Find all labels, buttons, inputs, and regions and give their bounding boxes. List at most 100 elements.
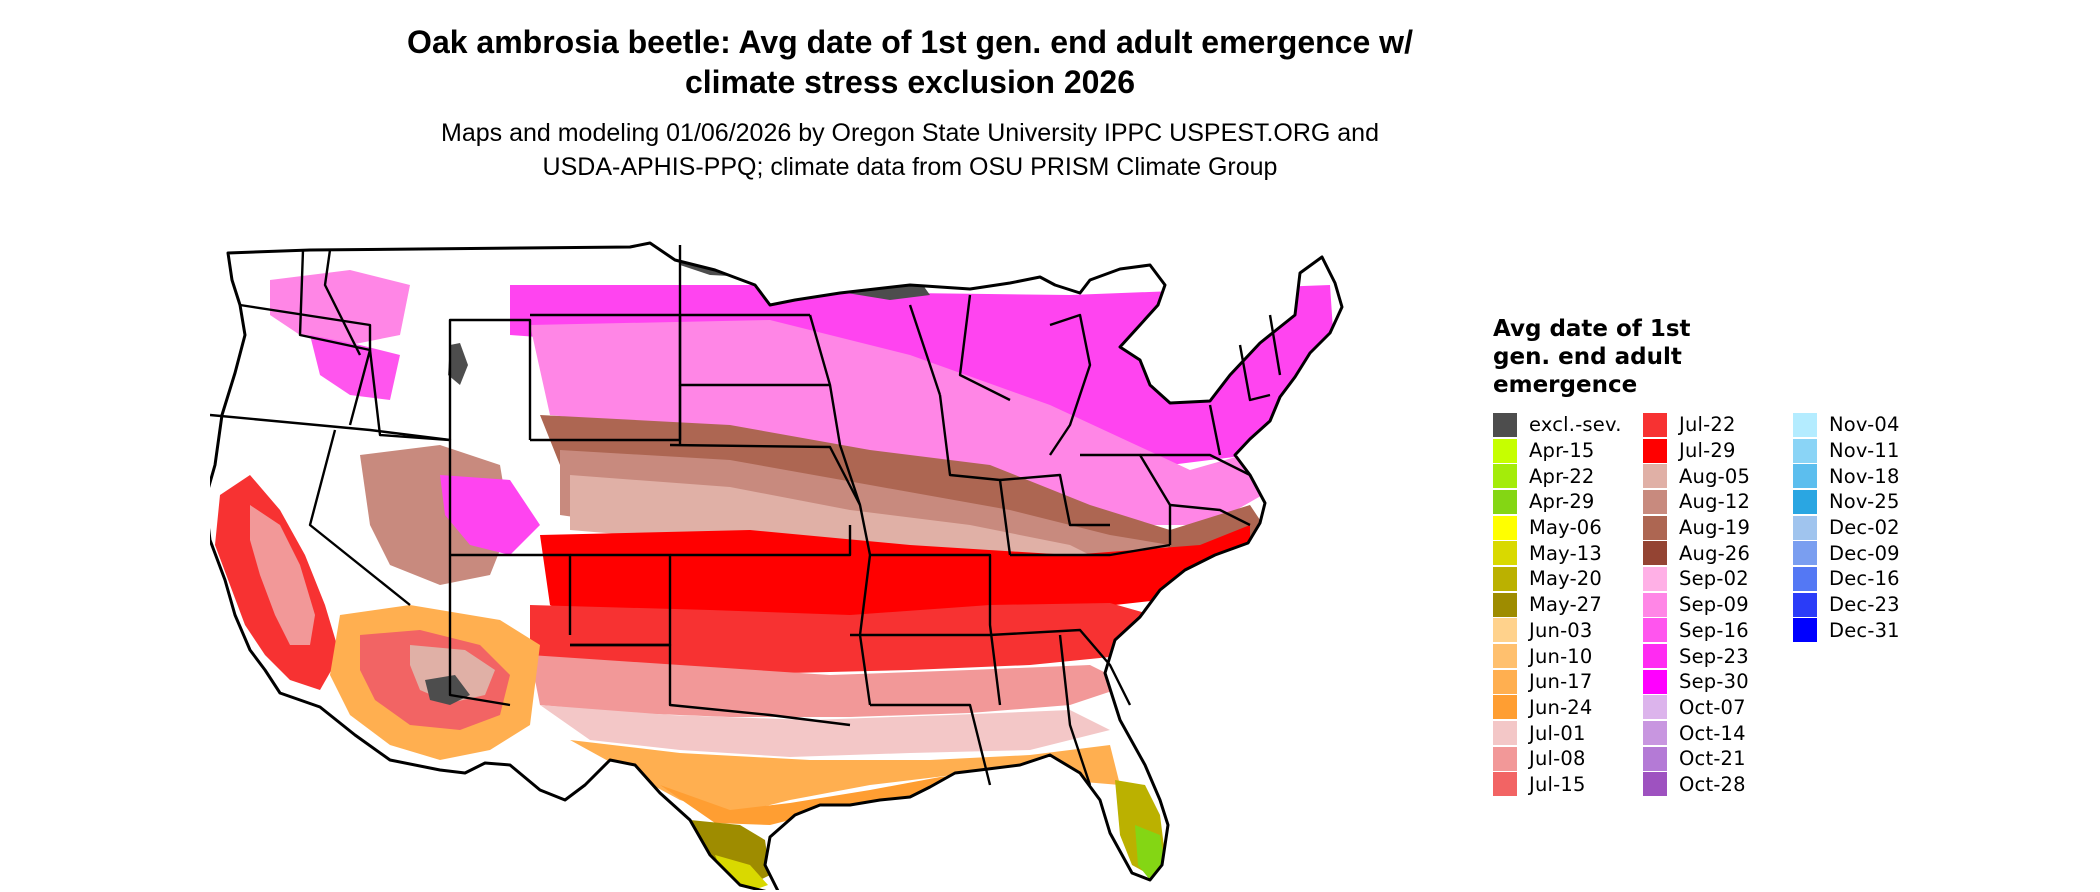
legend-label: Sep-16 <box>1679 618 1749 642</box>
legend-swatch <box>1643 438 1667 463</box>
legend-column: Jul-22 Jul-29 Aug-05 Aug-12 Aug-19 Aug-26 Sep-… <box>1643 412 1793 797</box>
legend-label: Oct-07 <box>1679 695 1746 719</box>
legend-item: Dec-02 <box>1793 515 1943 541</box>
legend-swatch <box>1643 515 1667 540</box>
legend-swatch <box>1493 721 1517 746</box>
legend-label: Aug-12 <box>1679 490 1751 514</box>
legend-label: Dec-09 <box>1829 541 1900 565</box>
legend-label: Sep-02 <box>1679 567 1749 591</box>
legend-item: Oct-14 <box>1643 720 1793 746</box>
legend-label: Nov-11 <box>1829 439 1900 463</box>
legend-swatch <box>1643 644 1667 669</box>
legend-label: Oct-28 <box>1679 772 1746 796</box>
legend-item: Jul-29 <box>1643 438 1793 464</box>
legend-item: excl.-sev. <box>1493 412 1643 438</box>
legend-swatch <box>1793 412 1817 437</box>
legend-swatch <box>1793 541 1817 566</box>
legend-label: Jun-10 <box>1529 644 1593 668</box>
legend-item: Apr-22 <box>1493 463 1643 489</box>
legend-swatch <box>1493 746 1517 771</box>
legend-label: Dec-16 <box>1829 567 1900 591</box>
legend-swatch <box>1643 669 1667 694</box>
legend-label: May-20 <box>1529 567 1603 591</box>
legend-swatch <box>1493 644 1517 669</box>
legend-item: Aug-12 <box>1643 489 1793 515</box>
legend-label: Apr-22 <box>1529 464 1595 488</box>
legend-label: Oct-14 <box>1679 721 1746 745</box>
legend-swatch <box>1643 772 1667 797</box>
legend-label: Oct-21 <box>1679 747 1746 771</box>
legend-item: Nov-25 <box>1793 489 1943 515</box>
legend-columns: excl.-sev. Apr-15 Apr-22 Apr-29 May-06 May-13… <box>1493 412 2073 797</box>
legend-label: excl.-sev. <box>1529 413 1622 437</box>
legend-item: Sep-23 <box>1643 643 1793 669</box>
legend-swatch <box>1793 566 1817 591</box>
legend-label: Aug-05 <box>1679 464 1751 488</box>
legend-item: Aug-19 <box>1643 515 1793 541</box>
legend-label: Dec-23 <box>1829 593 1900 617</box>
legend-label: Jul-01 <box>1529 721 1586 745</box>
legend-swatch <box>1643 721 1667 746</box>
legend-swatch <box>1793 592 1817 617</box>
legend-label: Jul-08 <box>1529 747 1586 771</box>
legend-swatch <box>1493 541 1517 566</box>
legend-item: Jun-17 <box>1493 669 1643 695</box>
legend-label: Aug-19 <box>1679 516 1751 540</box>
legend-swatch <box>1643 618 1667 643</box>
legend-item: Jul-08 <box>1493 746 1643 772</box>
legend-item: Jul-22 <box>1643 412 1793 438</box>
legend-title: Avg date of 1st gen. end adult emergence <box>1493 316 1691 398</box>
legend-swatch <box>1493 566 1517 591</box>
map-subtitle: Maps and modeling 01/06/2026 by Oregon S… <box>441 119 1379 181</box>
legend-label: Aug-26 <box>1679 541 1751 565</box>
legend-label: May-27 <box>1529 593 1603 617</box>
legend-label: Dec-31 <box>1829 618 1900 642</box>
legend-swatch <box>1643 489 1667 514</box>
legend-swatch <box>1643 592 1667 617</box>
legend-swatch <box>1493 592 1517 617</box>
legend-item: Dec-16 <box>1793 566 1943 592</box>
legend-swatch <box>1793 618 1817 643</box>
legend-label: Apr-15 <box>1529 439 1595 463</box>
legend-label: Sep-09 <box>1679 593 1749 617</box>
legend-swatch <box>1493 464 1517 489</box>
legend-item: Jun-10 <box>1493 643 1643 669</box>
us-map-svg <box>210 241 1344 890</box>
legend-item: May-27 <box>1493 592 1643 618</box>
header: Oak ambrosia beetle: Avg date of 1st gen… <box>160 22 1660 184</box>
legend-item: Jun-24 <box>1493 695 1643 721</box>
legend-item: Dec-23 <box>1793 592 1943 618</box>
legend-label: Sep-23 <box>1679 644 1749 668</box>
legend-swatch <box>1643 566 1667 591</box>
legend-item: Sep-09 <box>1643 592 1793 618</box>
legend-item: May-13 <box>1493 540 1643 566</box>
legend-item: Sep-30 <box>1643 669 1793 695</box>
us-map <box>210 225 1460 890</box>
legend-swatch <box>1493 695 1517 720</box>
legend-swatch <box>1793 438 1817 463</box>
legend-swatch <box>1643 541 1667 566</box>
legend-label: Jul-15 <box>1529 772 1586 796</box>
legend-swatch <box>1493 489 1517 514</box>
legend: Avg date of 1st gen. end adult emergence… <box>1493 315 2073 797</box>
legend-swatch <box>1493 669 1517 694</box>
legend-item: Nov-11 <box>1793 438 1943 464</box>
legend-item: Dec-09 <box>1793 540 1943 566</box>
legend-item: Apr-29 <box>1493 489 1643 515</box>
legend-swatch <box>1493 438 1517 463</box>
legend-swatch <box>1643 412 1667 437</box>
legend-label: Nov-04 <box>1829 413 1900 437</box>
legend-item: Oct-28 <box>1643 772 1793 798</box>
legend-item: Aug-05 <box>1643 463 1793 489</box>
legend-item: Sep-16 <box>1643 618 1793 644</box>
legend-swatch <box>1793 464 1817 489</box>
legend-label: Jul-29 <box>1679 439 1736 463</box>
legend-item: Oct-21 <box>1643 746 1793 772</box>
legend-swatch <box>1793 489 1817 514</box>
legend-label: Jun-24 <box>1529 695 1593 719</box>
legend-item: May-20 <box>1493 566 1643 592</box>
legend-label: Nov-25 <box>1829 490 1900 514</box>
legend-item: May-06 <box>1493 515 1643 541</box>
legend-item: Apr-15 <box>1493 438 1643 464</box>
legend-item: Jul-15 <box>1493 772 1643 798</box>
